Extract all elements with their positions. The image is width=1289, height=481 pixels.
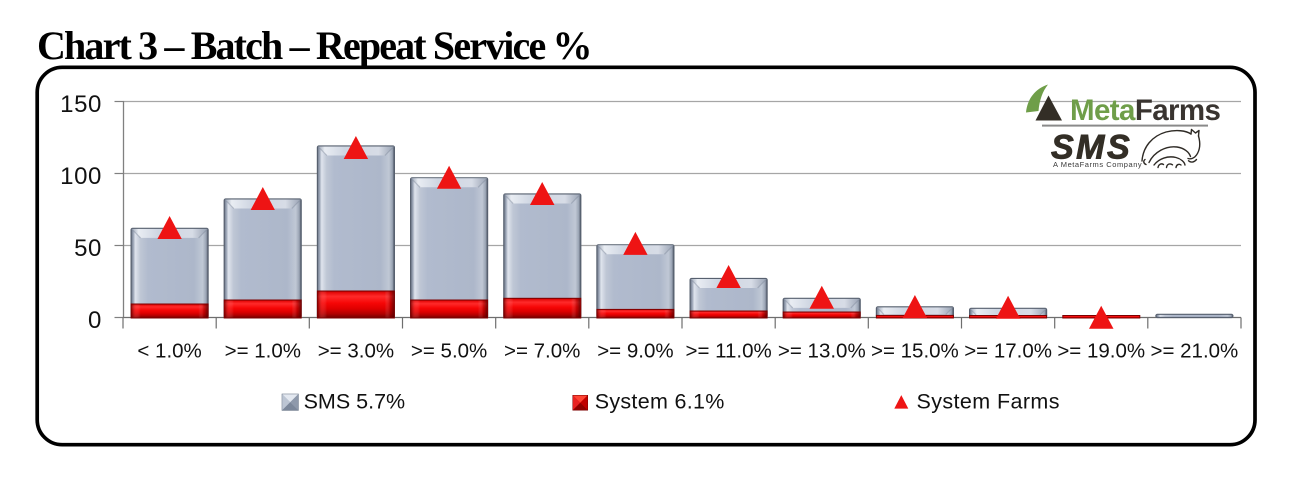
svg-text:System Farms: System Farms: [917, 389, 1060, 413]
svg-text:System 6.1%: System 6.1%: [595, 389, 725, 413]
svg-text:>= 7.0%: >= 7.0%: [504, 339, 580, 362]
svg-text:SMS 5.7%: SMS 5.7%: [304, 389, 406, 413]
svg-text:100: 100: [60, 163, 102, 190]
svg-text:>= 11.0%: >= 11.0%: [685, 339, 771, 362]
svg-text:A MetaFarms Company: A MetaFarms Company: [1053, 160, 1142, 169]
svg-text:Chart 3 – Batch – Repeat Servi: Chart 3 – Batch – Repeat Service %: [37, 23, 591, 68]
svg-text:>= 19.0%: >= 19.0%: [1057, 339, 1145, 362]
svg-text:>= 5.0%: >= 5.0%: [411, 339, 487, 362]
svg-text:>= 3.0%: >= 3.0%: [318, 339, 394, 362]
svg-text:>= 9.0%: >= 9.0%: [597, 339, 673, 362]
svg-text:MetaFarms: MetaFarms: [1070, 94, 1221, 127]
svg-text:SMS: SMS: [1051, 129, 1132, 167]
svg-text:< 1.0%: < 1.0%: [137, 339, 201, 362]
svg-text:>= 1.0%: >= 1.0%: [225, 339, 301, 362]
svg-text:>= 13.0%: >= 13.0%: [778, 339, 866, 362]
svg-text:150: 150: [60, 91, 102, 118]
svg-text:50: 50: [74, 235, 102, 262]
svg-text:>= 17.0%: >= 17.0%: [964, 339, 1052, 362]
svg-text:0: 0: [88, 307, 102, 334]
svg-text:>= 15.0%: >= 15.0%: [871, 339, 959, 362]
svg-text:>= 21.0%: >= 21.0%: [1151, 339, 1239, 362]
